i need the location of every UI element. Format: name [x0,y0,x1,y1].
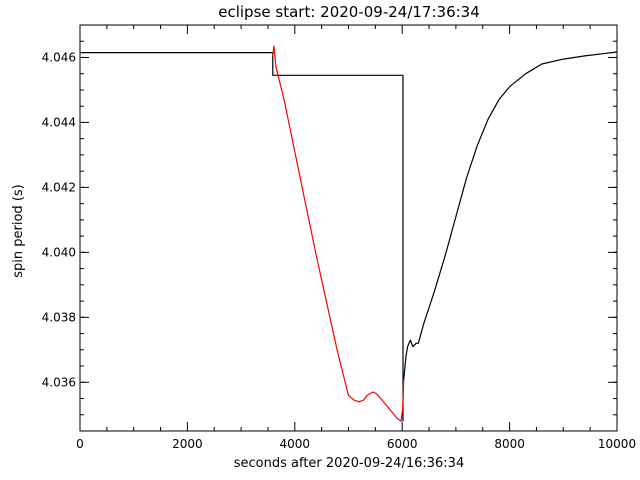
x-axis-label: seconds after 2020-09-24/16:36:34 [234,456,464,471]
x-tick-label: 8000 [494,437,525,451]
series-line-3 [403,51,618,380]
x-axis-ticks: 0 2000 4000 6000 8000 10000 [76,25,636,451]
x-tick-label: 10000 [598,437,636,451]
x-tick-label: 2000 [172,437,203,451]
series-line-1 [80,51,404,422]
chart-title: eclipse start: 2020-09-24/17:36:34 [218,3,480,21]
y-axis-ticks: 4.036 4.038 4.040 4.042 4.044 4.046 [42,24,617,432]
x-tick-label: 4000 [280,437,311,451]
y-axis-label: spin period (s) [11,184,26,277]
data-series [80,45,618,422]
y-tick-label: 4.036 [42,375,76,389]
y-tick-label: 4.044 [42,115,76,129]
series-line-2 [272,45,405,422]
y-tick-label: 4.046 [42,50,76,64]
x-tick-label: 0 [76,437,84,451]
x-tick-label: 6000 [387,437,418,451]
y-tick-label: 4.040 [42,245,76,259]
y-tick-label: 4.038 [42,310,76,324]
y-tick-label: 4.042 [42,180,76,194]
